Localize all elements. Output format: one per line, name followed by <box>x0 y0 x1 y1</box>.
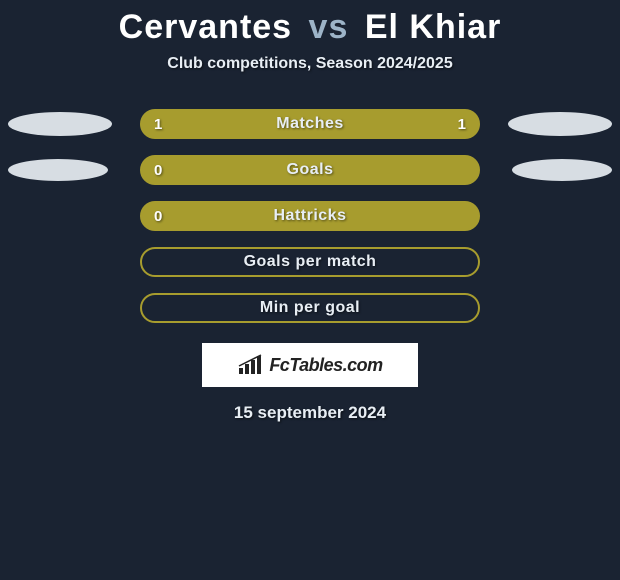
stat-row: 0 Hattricks <box>0 193 620 239</box>
logo-text: FcTables.com <box>269 355 382 376</box>
stat-row: 0 Goals <box>0 147 620 193</box>
subtitle: Club competitions, Season 2024/2025 <box>0 55 620 73</box>
logo: FcTables.com <box>237 354 382 376</box>
stat-label: Goals <box>287 161 334 179</box>
player1-name: Cervantes <box>119 8 292 46</box>
player1-ellipse <box>8 112 112 136</box>
stat-label: Matches <box>276 115 344 133</box>
bars-icon <box>237 354 265 376</box>
stat-bar: 1 Matches 1 <box>140 109 480 139</box>
player2-ellipse <box>508 112 612 136</box>
player2-ellipse <box>512 159 612 181</box>
stat-row: Goals per match <box>0 239 620 285</box>
player2-name: El Khiar <box>365 8 501 46</box>
stat-bar: Min per goal <box>140 293 480 323</box>
player1-ellipse <box>8 159 108 181</box>
infographic-container: Cervantes vs El Khiar Club competitions,… <box>0 0 620 423</box>
stats-rows: 1 Matches 1 0 Goals 0 Hattricks Goals per match… <box>0 101 620 331</box>
stat-bar: Goals per match <box>140 247 480 277</box>
stat-row: Min per goal <box>0 285 620 331</box>
stat-value-left: 0 <box>154 208 162 225</box>
vs-separator: vs <box>309 8 349 46</box>
stat-row: 1 Matches 1 <box>0 101 620 147</box>
stat-value-right: 1 <box>458 116 466 133</box>
logo-box: FcTables.com <box>202 343 418 387</box>
date-label: 15 september 2024 <box>0 403 620 423</box>
page-title: Cervantes vs El Khiar <box>0 8 620 47</box>
stat-bar: 0 Goals <box>140 155 480 185</box>
stat-value-left: 1 <box>154 116 162 133</box>
stat-bar: 0 Hattricks <box>140 201 480 231</box>
stat-label: Hattricks <box>274 207 347 225</box>
stat-label: Min per goal <box>260 299 360 317</box>
stat-value-left: 0 <box>154 162 162 179</box>
stat-label: Goals per match <box>244 253 377 271</box>
